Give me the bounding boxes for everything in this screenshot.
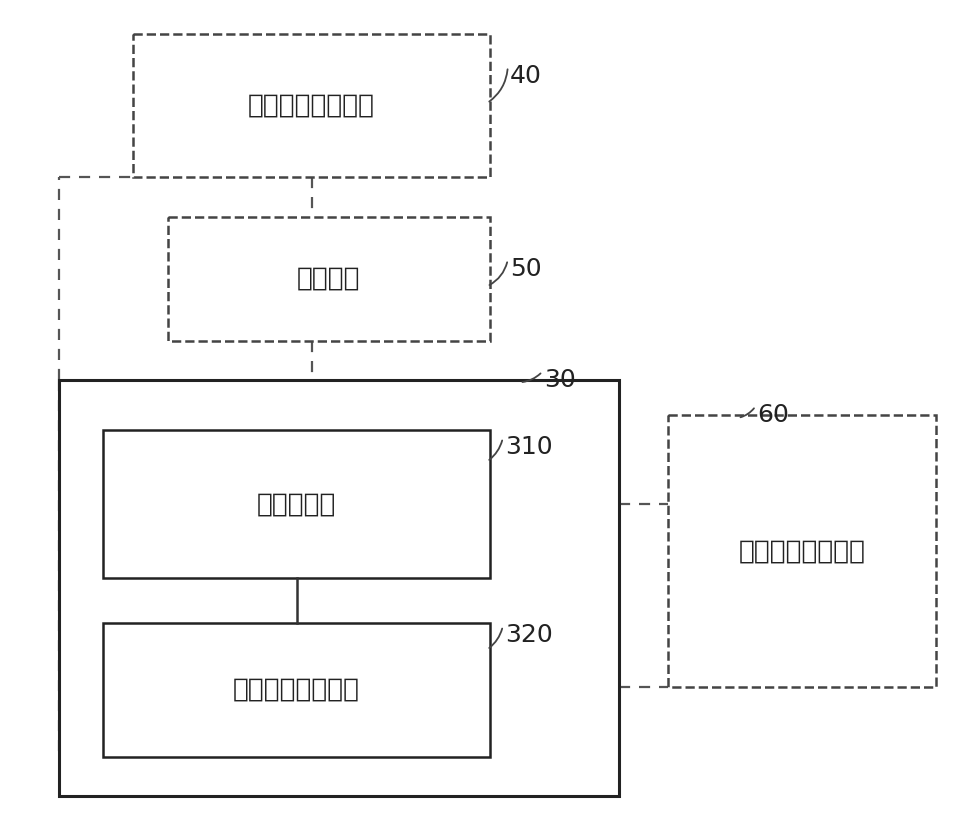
Bar <box>133 34 490 178</box>
Text: 50: 50 <box>510 256 542 281</box>
Text: 衬底电压选择模块: 衬底电压选择模块 <box>234 676 360 703</box>
Bar <box>669 415 936 687</box>
Bar <box>104 430 490 579</box>
Text: 320: 320 <box>505 622 552 647</box>
Text: 可编程增益放大器: 可编程增益放大器 <box>248 93 375 119</box>
Bar <box>59 380 619 796</box>
Bar <box>104 622 490 756</box>
Text: 第一选通控制电路: 第一选通控制电路 <box>738 538 865 564</box>
Bar <box>168 217 490 341</box>
Text: 40: 40 <box>510 64 542 87</box>
Text: 60: 60 <box>758 403 790 427</box>
Text: 310: 310 <box>505 435 552 459</box>
Text: 30: 30 <box>545 369 577 393</box>
Text: 第一晶体管: 第一晶体管 <box>257 491 336 517</box>
Text: 反馈电阵: 反馈电阵 <box>297 266 360 292</box>
